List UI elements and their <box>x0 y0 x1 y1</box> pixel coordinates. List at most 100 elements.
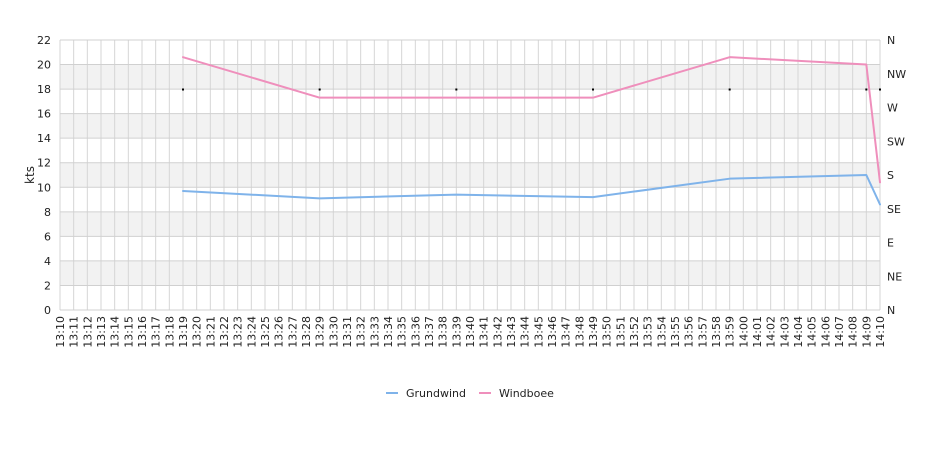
direction-marker <box>319 89 321 91</box>
x-tick-label: 13:52 <box>628 316 641 348</box>
x-tick-label: 13:23 <box>232 316 245 348</box>
vertical-gridlines <box>60 40 880 310</box>
direction-tick-label: W <box>887 102 898 115</box>
direction-tick-label: N <box>887 34 895 47</box>
x-tick-label: 13:31 <box>341 316 354 348</box>
legend-item-windboee[interactable]: Windboee <box>479 387 554 400</box>
y-tick-label: 8 <box>44 206 51 219</box>
legend-item-grundwind[interactable]: Grundwind <box>386 387 466 400</box>
x-tick-label: 14:00 <box>737 316 750 348</box>
x-tick-label: 13:45 <box>532 316 545 348</box>
x-tick-label: 13:11 <box>68 316 81 348</box>
y-tick-label: 12 <box>37 157 51 170</box>
y-tick-label: 10 <box>37 181 51 194</box>
x-tick-label: 13:17 <box>150 316 163 348</box>
x-tick-label: 14:01 <box>751 316 764 348</box>
x-tick-label: 14:08 <box>847 316 860 348</box>
direction-tick-label: E <box>887 237 894 250</box>
x-tick-label: 13:49 <box>587 316 600 348</box>
direction-marker <box>865 89 867 91</box>
x-tick-label: 13:57 <box>696 316 709 348</box>
x-tick-label: 13:36 <box>409 316 422 348</box>
direction-tick-label: N <box>887 304 895 317</box>
x-tick-label: 13:26 <box>273 316 286 348</box>
x-tick-label: 14:03 <box>778 316 791 348</box>
x-tick-label: 13:28 <box>300 316 313 348</box>
x-tick-label: 14:04 <box>792 316 805 348</box>
x-tick-label: 13:10 <box>54 316 67 348</box>
direction-marker <box>182 89 184 91</box>
y-tick-label: 2 <box>44 279 51 292</box>
x-tick-label: 13:16 <box>136 316 149 348</box>
x-tick-label: 14:07 <box>833 316 846 348</box>
x-tick-label: 13:41 <box>478 316 491 348</box>
x-tick-label: 13:14 <box>109 316 122 348</box>
y-tick-labels: 0 2 4 6 8 10 12 14 16 18 20 22 <box>37 34 51 317</box>
x-tick-label: 13:22 <box>218 316 231 348</box>
x-tick-label: 14:10 <box>874 316 887 348</box>
x-tick-label: 13:40 <box>464 316 477 348</box>
x-tick-label: 13:53 <box>642 316 655 348</box>
x-tick-label: 13:54 <box>655 316 668 348</box>
y-tick-label: 18 <box>37 83 51 96</box>
x-tick-label: 13:59 <box>724 316 737 348</box>
x-tick-label: 13:42 <box>491 316 504 348</box>
legend-label: Grundwind <box>406 387 466 400</box>
direction-marker <box>592 89 594 91</box>
x-tick-label: 14:02 <box>765 316 778 348</box>
x-tick-label: 13:43 <box>505 316 518 348</box>
y-tick-label: 6 <box>44 230 51 243</box>
x-tick-label: 13:34 <box>382 316 395 348</box>
x-tick-label: 13:18 <box>163 316 176 348</box>
y-tick-label: 20 <box>37 59 51 72</box>
legend[interactable]: Grundwind Windboee <box>386 387 554 400</box>
x-tick-label: 14:09 <box>860 316 873 348</box>
x-tick-label: 13:27 <box>286 316 299 348</box>
direction-tick-label: SW <box>887 135 905 148</box>
direction-tick-labels: N NE E SE S SW W NW N <box>887 34 906 317</box>
x-tick-label: 13:46 <box>546 316 559 348</box>
x-tick-label: 13:20 <box>191 316 204 348</box>
x-tick-label: 14:05 <box>806 316 819 348</box>
x-tick-label: 13:30 <box>327 316 340 348</box>
y-tick-label: 4 <box>44 255 51 268</box>
y-axis-label: kts <box>23 166 37 184</box>
direction-tick-label: NW <box>887 68 906 81</box>
direction-tick-label: S <box>887 169 894 182</box>
x-tick-label: 13:58 <box>710 316 723 348</box>
x-tick-label: 13:15 <box>122 316 135 348</box>
x-tick-label: 13:48 <box>573 316 586 348</box>
x-tick-label: 13:25 <box>259 316 272 348</box>
x-tick-label: 13:56 <box>683 316 696 348</box>
direction-marker <box>879 89 881 91</box>
x-tick-label: 13:51 <box>614 316 627 348</box>
x-tick-label: 13:55 <box>669 316 682 348</box>
x-tick-label: 13:33 <box>368 316 381 348</box>
x-tick-label: 13:13 <box>95 316 108 348</box>
direction-marker <box>455 89 457 91</box>
x-tick-label: 13:19 <box>177 316 190 348</box>
direction-tick-label: NE <box>887 270 902 283</box>
x-tick-label: 13:35 <box>396 316 409 348</box>
y-tick-label: 0 <box>44 304 51 317</box>
y-tick-label: 16 <box>37 108 51 121</box>
x-tick-label: 13:12 <box>81 316 94 348</box>
x-tick-label: 13:38 <box>437 316 450 348</box>
y-tick-label: 14 <box>37 132 51 145</box>
x-tick-label: 13:39 <box>450 316 463 348</box>
direction-tick-label: SE <box>887 203 901 216</box>
x-tick-label: 13:24 <box>245 316 258 348</box>
legend-label: Windboee <box>499 387 554 400</box>
direction-marker <box>729 89 731 91</box>
y-tick-label: 22 <box>37 34 51 47</box>
x-tick-label: 13:50 <box>601 316 614 348</box>
x-tick-label: 13:29 <box>314 316 327 348</box>
x-tick-label: 13:47 <box>560 316 573 348</box>
x-tick-label: 13:44 <box>519 316 532 348</box>
x-tick-label: 13:32 <box>355 316 368 348</box>
x-tick-label: 14:06 <box>819 316 832 348</box>
x-tick-label: 13:21 <box>204 316 217 348</box>
